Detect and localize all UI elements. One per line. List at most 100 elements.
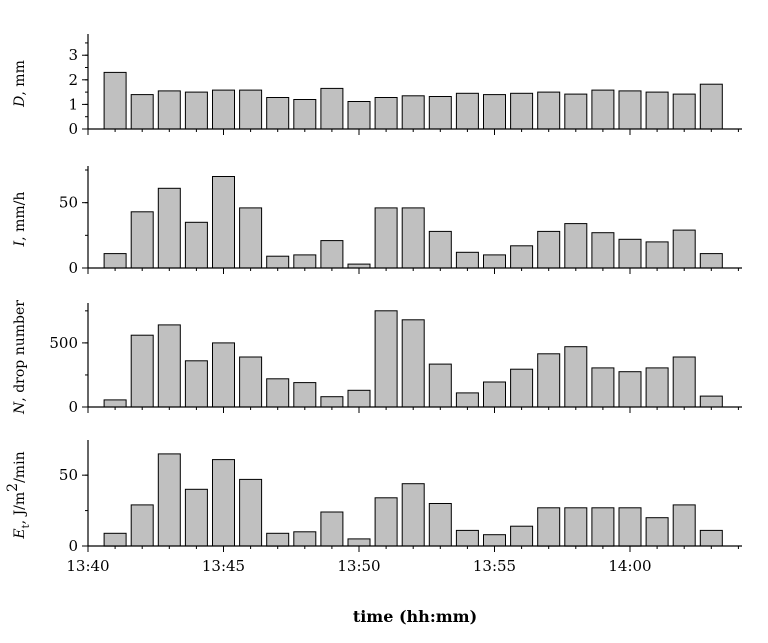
bar [401, 207, 425, 269]
bar [645, 367, 669, 408]
bar [212, 89, 235, 130]
y-tick-label: 3 [68, 46, 78, 64]
x-tick-label: 14:00 [608, 557, 651, 575]
bar [428, 363, 452, 408]
bar [184, 221, 208, 269]
panel-3: 0 500 N, drop number [12, 300, 742, 416]
bar [239, 207, 263, 269]
x-tick-label: 13:40 [66, 557, 109, 575]
bar [266, 97, 290, 130]
bar [374, 97, 398, 130]
bar [455, 529, 479, 547]
bar [266, 532, 290, 547]
bar [645, 517, 669, 547]
bar [130, 211, 154, 269]
y-tick-label: 50 [59, 466, 78, 484]
bar [239, 89, 263, 130]
bar [699, 529, 723, 547]
bar [239, 478, 263, 547]
bar [157, 187, 181, 269]
bar [483, 381, 506, 408]
x-tick-label: 13:50 [337, 557, 380, 575]
x-tick-label: 13:55 [473, 557, 516, 575]
bar [374, 497, 398, 547]
bar [428, 503, 452, 547]
y-axis-title: D, mm [12, 60, 28, 108]
bar [455, 251, 479, 269]
bar [320, 396, 344, 408]
bar [320, 87, 344, 130]
bar [510, 525, 534, 547]
y-axis-title-subscript: t [21, 524, 32, 528]
bar [672, 504, 696, 547]
y-axis-title: N, drop number [12, 300, 28, 415]
bar [537, 91, 561, 130]
bar [320, 511, 344, 547]
bar [320, 240, 344, 269]
panel-1: 0 1 2 3 D, mm [12, 34, 742, 138]
bar [157, 324, 181, 408]
bar [564, 507, 588, 547]
y-tick-label: 2 [68, 71, 78, 89]
y-tick-label: 0 [68, 398, 78, 416]
bar [564, 346, 588, 408]
bar [401, 95, 425, 130]
bar [157, 90, 181, 130]
bar [374, 207, 398, 269]
bar [293, 254, 317, 269]
bar [103, 399, 127, 408]
bar [483, 94, 506, 130]
bar [618, 507, 642, 547]
bar [672, 356, 696, 408]
bar [510, 92, 534, 130]
y-axis-title-unit: , mm [12, 60, 28, 95]
y-axis-title-symbol: I [12, 240, 28, 247]
bar [510, 368, 534, 408]
bar [591, 367, 615, 408]
bar [293, 382, 317, 408]
bar [455, 392, 479, 408]
bar [212, 342, 235, 408]
bar [212, 459, 235, 547]
bar [266, 378, 290, 408]
bar [130, 94, 154, 130]
bar [347, 389, 371, 408]
bar [428, 230, 452, 269]
bar [699, 253, 723, 269]
bar [564, 223, 588, 269]
bar [537, 507, 561, 547]
bar [483, 534, 506, 547]
bar [618, 371, 642, 408]
bar [591, 507, 615, 547]
y-axis-title-symbol: N [12, 401, 28, 415]
bar [645, 241, 669, 269]
y-tick-label: 50 [59, 194, 78, 212]
bar [401, 319, 425, 408]
y-tick-label: 500 [49, 334, 78, 352]
y-axis-title-superscript: 2 [5, 483, 21, 492]
y-tick-label: 0 [68, 259, 78, 277]
bar [130, 504, 154, 547]
bar [510, 245, 534, 269]
bar [157, 453, 181, 547]
bar [483, 254, 506, 269]
x-axis-title: time (hh:mm) [353, 607, 477, 626]
bar [672, 93, 696, 130]
y-tick-label: 0 [68, 537, 78, 555]
bar [184, 360, 208, 408]
bar [537, 353, 561, 408]
bar [103, 253, 127, 269]
y-axis-title: Et, J/m2/min [5, 451, 32, 539]
bar [455, 92, 479, 130]
bar [103, 532, 127, 547]
panel-4: 0 50 Et, J/m2/min 13:40 13:45 13:50 13:55 14:00… [5, 440, 742, 626]
y-tick-label: 1 [68, 95, 78, 113]
bar [374, 310, 398, 408]
bar [293, 531, 317, 547]
y-axis-title-unit: , J/m [12, 492, 28, 525]
bar [537, 230, 561, 269]
y-axis-title-unit: , mm/h [12, 192, 28, 241]
bar [184, 488, 208, 547]
y-axis-title: I, mm/h [12, 192, 28, 248]
bar [401, 483, 425, 547]
